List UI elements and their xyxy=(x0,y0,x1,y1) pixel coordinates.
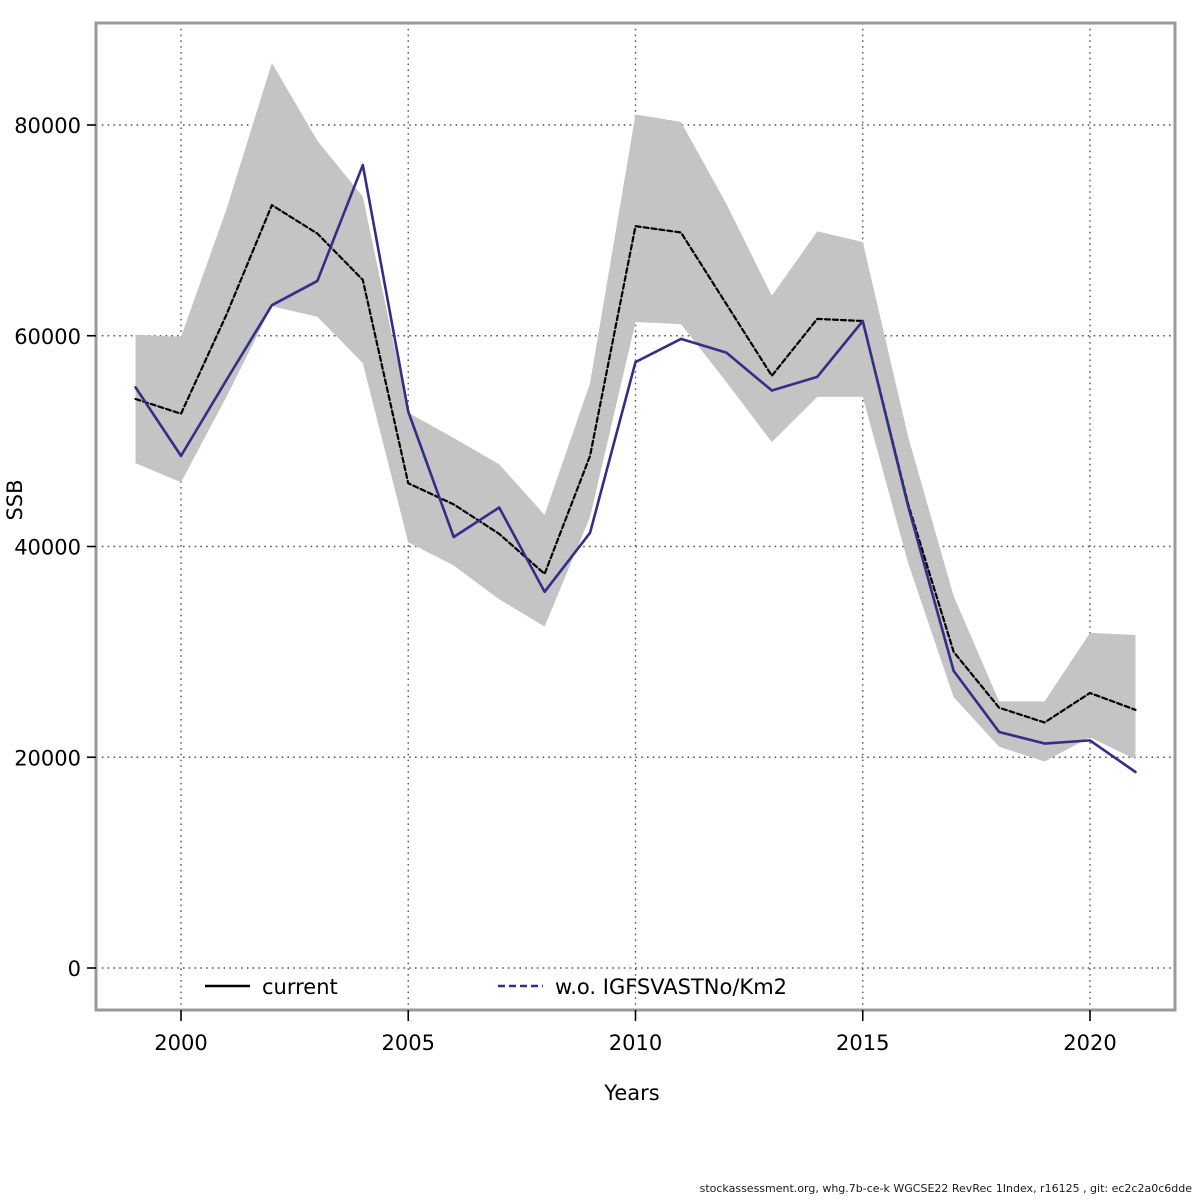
x-axis-title: Years xyxy=(603,1081,659,1105)
tick-label-y: 0 xyxy=(68,957,81,981)
legend-label-wo-index: w.o. IGFSVASTNo/Km2 xyxy=(555,975,787,999)
tick-label-y: 40000 xyxy=(14,536,81,560)
tick-label-x: 2015 xyxy=(836,1031,889,1055)
axis-ticks xyxy=(87,124,1091,1021)
series-line-0 xyxy=(134,203,1137,724)
chart-legend: current w.o. IGFSVASTNo/Km2 xyxy=(205,975,787,999)
confidence-band-polygon xyxy=(135,62,1136,762)
tick-label-x: 2000 xyxy=(154,1031,207,1055)
tick-label-y: 60000 xyxy=(14,325,81,349)
tick-label-x: 2005 xyxy=(382,1031,435,1055)
series-line-1 xyxy=(134,163,1137,774)
legend-label-current: current xyxy=(262,975,338,999)
confidence-band xyxy=(135,62,1136,762)
axis-tick-labels: 0 20000 40000 60000 80000 2000 2005 2010 2015 202… xyxy=(14,114,1117,1055)
footer-caption: stockassessment.org, whg.7b-ce-k WGCSE22… xyxy=(700,1182,1193,1195)
tick-label-y: 20000 xyxy=(14,746,81,770)
tick-label-x: 2010 xyxy=(609,1031,662,1055)
series-lines xyxy=(134,163,1137,774)
tick-label-y: 80000 xyxy=(14,114,81,138)
tick-label-x: 2020 xyxy=(1063,1031,1116,1055)
y-axis-title: SSB xyxy=(3,479,27,520)
